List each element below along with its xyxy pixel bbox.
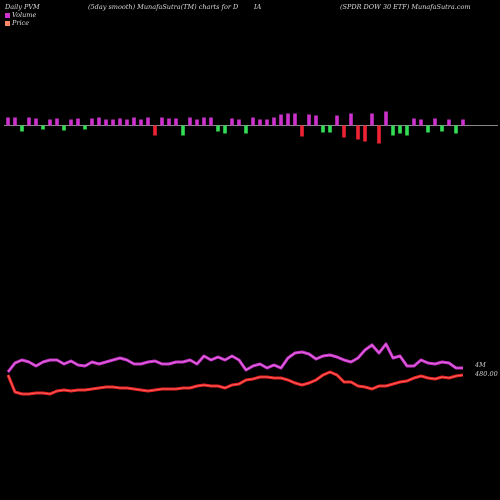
volume-bar: [321, 125, 325, 133]
volume-bar: [405, 125, 409, 136]
volume-bar: [426, 125, 430, 133]
volume-bar: [55, 118, 59, 126]
legend-label-price: Price: [12, 19, 30, 27]
volume-bar: [244, 125, 248, 134]
volume-end-label: 4M: [474, 361, 486, 369]
volume-bar: [69, 119, 73, 126]
volume-bar: [216, 125, 220, 132]
volume-bar: [6, 117, 10, 126]
header-middle-2: IA: [254, 3, 262, 11]
legend-item-volume: Volume: [5, 11, 36, 19]
volume-bar: [174, 118, 178, 126]
volume-bar: [272, 117, 276, 126]
volume-bars: [6, 111, 465, 144]
volume-bar: [356, 125, 360, 140]
volume-line-highlight: [7, 343, 463, 373]
volume-bar: [160, 117, 164, 126]
volume-bar: [20, 125, 24, 132]
volume-bar: [195, 119, 199, 126]
volume-bar: [335, 115, 339, 126]
volume-bar: [188, 117, 192, 126]
volume-bar: [104, 119, 108, 126]
volume-bar: [223, 125, 227, 134]
volume-bar: [237, 119, 241, 126]
volume-bar: [391, 125, 395, 136]
volume-bar: [62, 125, 66, 131]
volume-bar: [48, 119, 52, 126]
volume-bar: [125, 119, 129, 126]
volume-bar: [97, 117, 101, 126]
volume-bar: [13, 117, 17, 126]
volume-bar: [41, 125, 45, 130]
volume-bar: [118, 118, 122, 126]
price-end-label: 480.00: [474, 370, 498, 378]
volume-bar: [34, 118, 38, 126]
volume-bar: [27, 117, 31, 126]
volume-bar: [419, 119, 423, 126]
header-middle: (5day smooth) MunafaSutra(TM) charts for…: [88, 3, 239, 11]
volume-bar: [307, 114, 311, 126]
volume-bar: [314, 115, 318, 126]
legend-item-price: Price: [5, 19, 29, 27]
volume-bar: [363, 125, 367, 142]
volume-bar: [454, 125, 458, 134]
volume-bar: [398, 125, 402, 134]
volume-bar: [181, 125, 185, 136]
volume-bar: [300, 125, 304, 137]
volume-bar: [440, 125, 444, 132]
volume-bar: [342, 125, 346, 138]
legend-label-volume: Volume: [12, 11, 37, 19]
volume-bar: [328, 125, 332, 133]
volume-bar: [76, 118, 80, 126]
volume-bar: [202, 117, 206, 126]
volume-bar: [146, 117, 150, 126]
legend-swatch-price: [5, 20, 10, 26]
volume-bar: [265, 119, 269, 126]
volume-bar: [384, 111, 388, 126]
volume-bar: [153, 125, 157, 136]
volume-bar: [433, 118, 437, 126]
price-line: [6, 370, 464, 396]
volume-bar: [230, 118, 234, 126]
volume-bar: [349, 113, 353, 126]
volume-bar: [139, 119, 143, 126]
volume-bar: [286, 113, 290, 126]
volume-bar: [83, 125, 87, 130]
volume-line: [6, 342, 463, 373]
volume-bar: [132, 117, 136, 126]
volume-bar: [251, 117, 255, 126]
volume-bar: [377, 125, 381, 144]
volume-bar: [111, 119, 115, 126]
header-left: Daily PVM: [5, 3, 40, 11]
volume-bar: [90, 118, 94, 126]
volume-bar: [258, 119, 262, 126]
volume-bar: [209, 117, 213, 126]
volume-bar: [461, 119, 465, 126]
volume-bar: [279, 114, 283, 126]
header-right: (SPDR DOW 30 ETF) MunafaSutra.com: [340, 3, 471, 11]
price-line-highlight: [7, 371, 464, 395]
volume-bar: [412, 118, 416, 126]
volume-bar: [447, 119, 451, 126]
volume-bar: [167, 118, 171, 126]
legend-swatch-volume: [5, 12, 10, 18]
volume-bar: [293, 113, 297, 126]
volume-bar: [370, 113, 374, 126]
